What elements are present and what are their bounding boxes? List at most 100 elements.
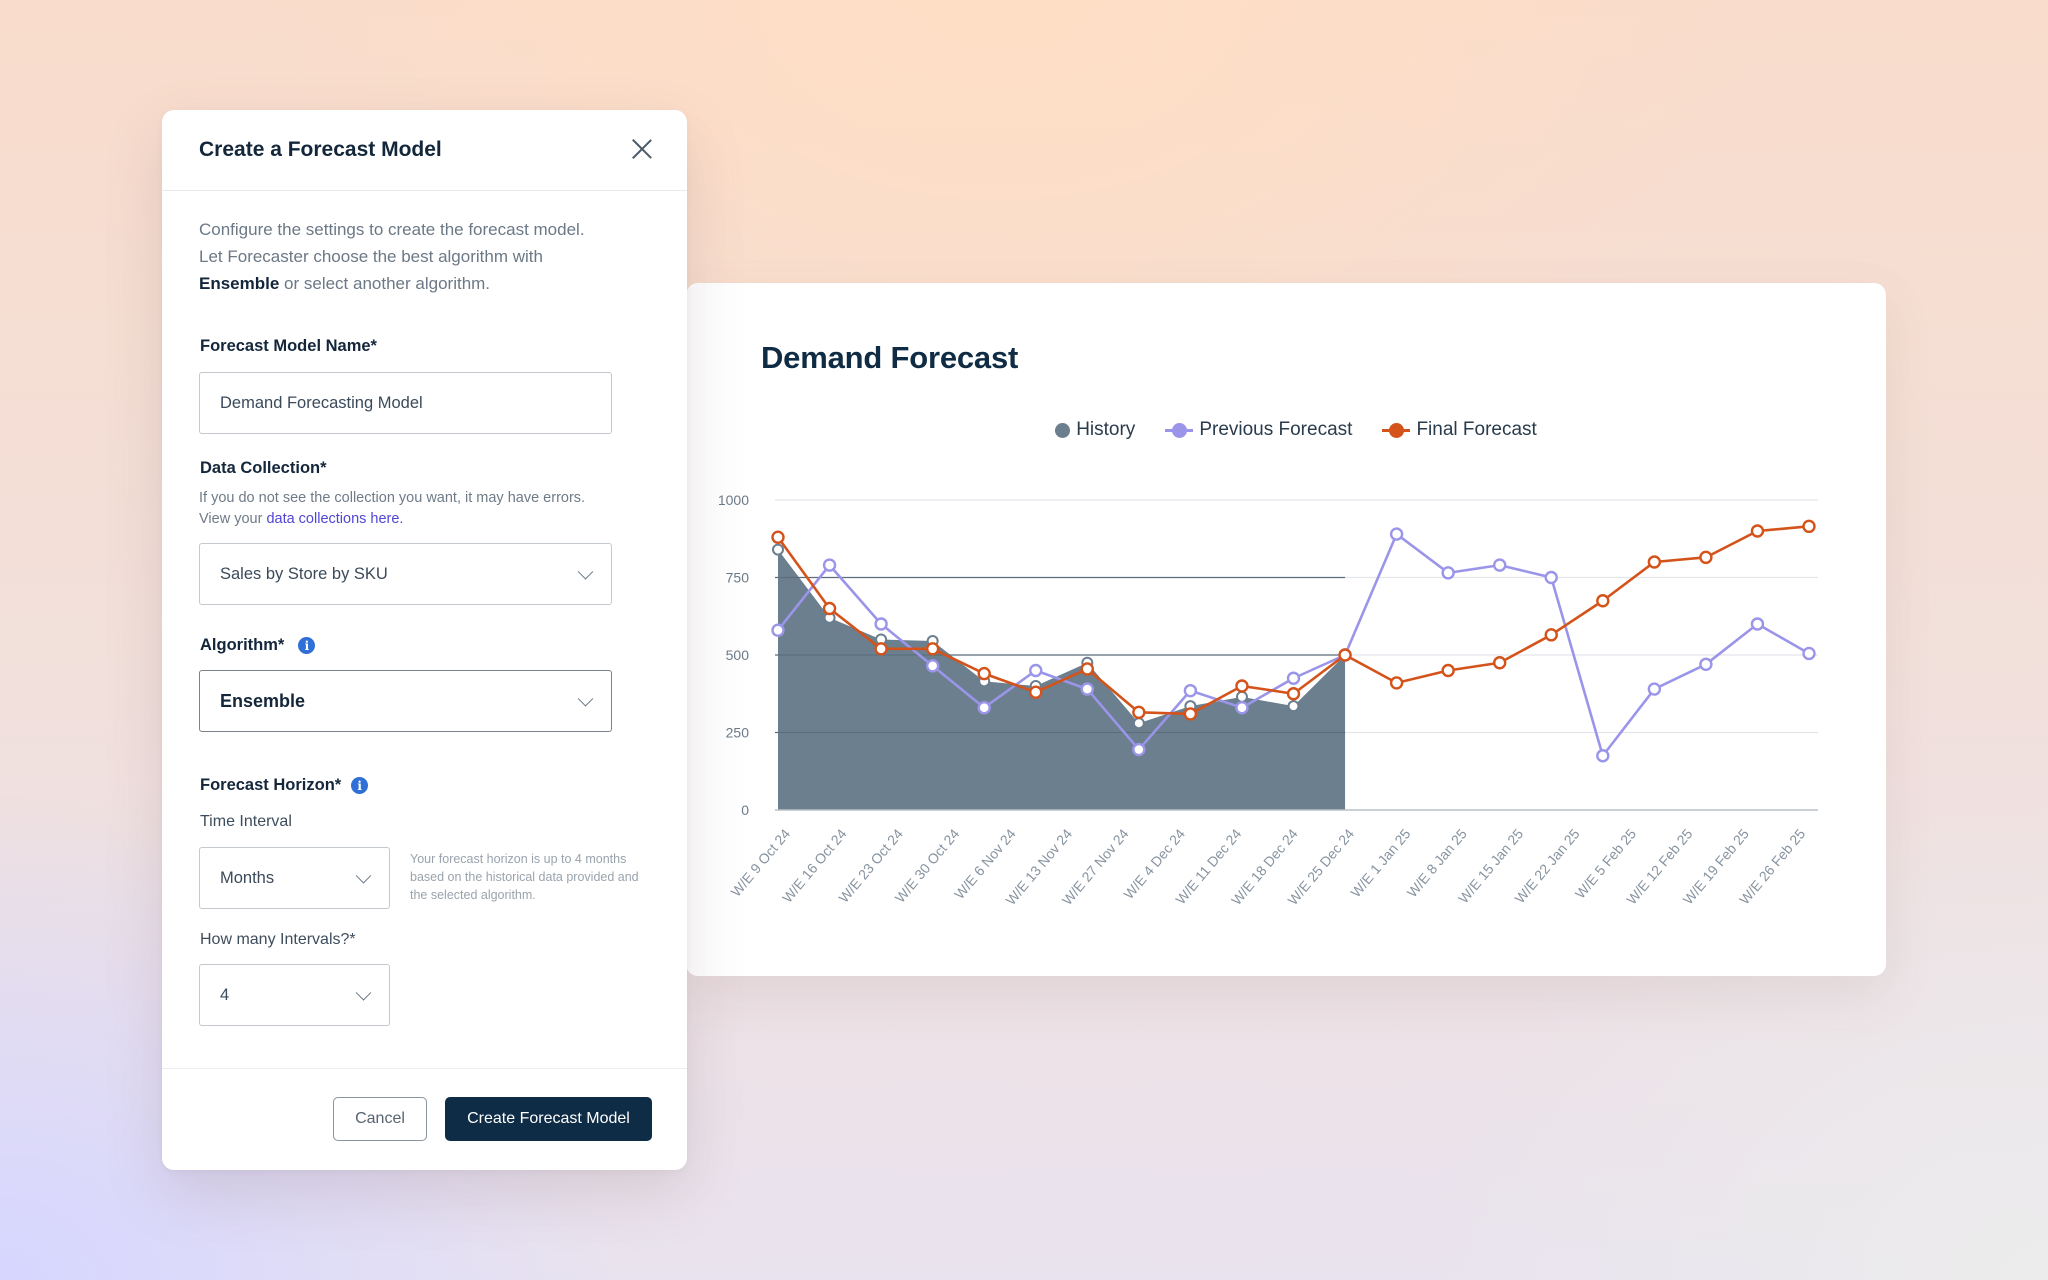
chevron-down-icon bbox=[577, 691, 594, 707]
create-forecast-model-dialog: Create a Forecast Model Configure the se… bbox=[162, 110, 687, 1170]
previous-forecast-point[interactable] bbox=[1029, 663, 1043, 678]
final-forecast-point[interactable] bbox=[1802, 519, 1816, 534]
previous-forecast-point[interactable] bbox=[1389, 527, 1404, 541]
dialog-description: Configure the settings to create the for… bbox=[199, 216, 649, 297]
previous-forecast-point[interactable] bbox=[874, 617, 888, 631]
data-collections-link[interactable]: data collections here. bbox=[266, 511, 404, 527]
legend-final-forecast-label: Final Forecast bbox=[1416, 419, 1537, 440]
model-name-label: Forecast Model Name* bbox=[200, 337, 377, 356]
final-forecast-point[interactable] bbox=[1544, 628, 1558, 642]
final-forecast-point[interactable] bbox=[874, 642, 888, 656]
y-tick-label: 500 bbox=[726, 647, 750, 663]
close-icon[interactable] bbox=[631, 138, 653, 160]
final-forecast-point[interactable] bbox=[771, 530, 785, 544]
time-interval-label: Time Interval bbox=[200, 813, 292, 830]
previous-forecast-point[interactable] bbox=[1802, 646, 1816, 661]
previous-forecast-line-icon bbox=[1165, 422, 1194, 438]
ensemble-emphasis: Ensemble bbox=[199, 274, 280, 293]
intervals-select[interactable]: 4 bbox=[199, 964, 390, 1026]
legend-previous-forecast[interactable]: Previous Forecast bbox=[1165, 419, 1352, 441]
final-forecast-point[interactable] bbox=[1493, 656, 1507, 670]
previous-forecast-point[interactable] bbox=[1493, 558, 1507, 572]
legend-final-forecast[interactable]: Final Forecast bbox=[1382, 419, 1537, 441]
final-forecast-point[interactable] bbox=[822, 601, 837, 616]
y-tick-label: 0 bbox=[741, 802, 749, 818]
algorithm-label-text: Algorithm* bbox=[200, 636, 285, 654]
forecast-horizon-label-text: Forecast Horizon* bbox=[200, 776, 342, 794]
final-forecast-point[interactable] bbox=[1338, 648, 1352, 662]
time-interval-select[interactable]: Months bbox=[199, 847, 390, 909]
final-forecast-point[interactable] bbox=[1235, 679, 1249, 693]
description-line-1: Configure the settings to create the for… bbox=[199, 220, 585, 239]
previous-forecast-point[interactable] bbox=[1699, 657, 1713, 671]
previous-forecast-point[interactable] bbox=[977, 701, 991, 715]
model-name-value: Demand Forecasting Model bbox=[220, 393, 423, 412]
chevron-down-icon bbox=[355, 868, 372, 884]
intervals-label: How many Intervals?* bbox=[200, 931, 356, 948]
previous-forecast-point[interactable] bbox=[925, 659, 940, 673]
y-tick-label: 750 bbox=[726, 570, 750, 586]
previous-forecast-point[interactable] bbox=[1750, 617, 1765, 631]
final-forecast-point[interactable] bbox=[1750, 524, 1765, 538]
data-collection-helper: If you do not see the collection you wan… bbox=[199, 488, 649, 530]
final-forecast-point[interactable] bbox=[1029, 685, 1043, 699]
forecast-horizon-note: Your forecast horizon is up to 4 months … bbox=[410, 852, 639, 902]
data-collection-label-text: Data Collection* bbox=[200, 459, 327, 477]
helper-prefix: View your bbox=[199, 511, 267, 527]
chevron-down-icon bbox=[355, 985, 372, 1001]
legend-history-label: History bbox=[1076, 419, 1136, 440]
final-forecast-point[interactable] bbox=[1647, 555, 1662, 569]
model-name-input[interactable]: Demand Forecasting Model bbox=[199, 372, 612, 434]
cancel-button[interactable]: Cancel bbox=[333, 1097, 427, 1141]
chart-title: Demand Forecast bbox=[761, 340, 1019, 375]
final-forecast-line-icon bbox=[1382, 422, 1411, 438]
data-collection-select[interactable]: Sales by Store by SKU bbox=[199, 543, 612, 605]
final-forecast-point[interactable] bbox=[1389, 676, 1404, 690]
final-forecast-point[interactable] bbox=[925, 642, 940, 656]
data-collection-helper-text: If you do not see the collection you wan… bbox=[199, 490, 586, 506]
previous-forecast-point[interactable] bbox=[822, 558, 837, 572]
demand-forecast-card: Demand Forecast History Previous Forecas… bbox=[686, 283, 1886, 976]
previous-forecast-point[interactable] bbox=[1235, 701, 1249, 715]
previous-forecast-point[interactable] bbox=[1132, 742, 1146, 757]
final-forecast-point[interactable] bbox=[1441, 663, 1455, 678]
final-forecast-point[interactable] bbox=[1596, 594, 1610, 608]
final-forecast-point[interactable] bbox=[1132, 705, 1146, 720]
dialog-footer: Cancel Create Forecast Model bbox=[162, 1068, 687, 1170]
previous-forecast-point[interactable] bbox=[771, 623, 785, 637]
previous-forecast-point[interactable] bbox=[1286, 671, 1301, 685]
history-point[interactable] bbox=[772, 543, 784, 556]
previous-forecast-point[interactable] bbox=[1596, 749, 1610, 763]
create-forecast-model-button[interactable]: Create Forecast Model bbox=[445, 1097, 652, 1141]
forecast-horizon-label: Forecast Horizon* i bbox=[200, 776, 369, 795]
y-tick-label: 1000 bbox=[718, 492, 749, 508]
final-forecast-point[interactable] bbox=[977, 666, 991, 681]
time-interval-value: Months bbox=[220, 868, 275, 887]
algorithm-label: Algorithm* i bbox=[200, 636, 316, 655]
history-point[interactable] bbox=[1132, 717, 1145, 730]
data-collection-value: Sales by Store by SKU bbox=[220, 564, 388, 583]
final-forecast-point[interactable] bbox=[1286, 687, 1301, 701]
legend-previous-forecast-label: Previous Forecast bbox=[1199, 419, 1353, 440]
previous-forecast-point[interactable] bbox=[1647, 682, 1662, 696]
algorithm-select[interactable]: Ensemble bbox=[199, 670, 612, 732]
final-forecast-point[interactable] bbox=[1080, 662, 1094, 676]
previous-forecast-point[interactable] bbox=[1080, 682, 1094, 696]
info-icon[interactable]: i bbox=[351, 777, 369, 794]
final-forecast-point[interactable] bbox=[1699, 550, 1713, 565]
previous-forecast-point[interactable] bbox=[1544, 570, 1558, 585]
history-point[interactable] bbox=[1287, 700, 1300, 713]
previous-forecast-point[interactable] bbox=[1441, 566, 1455, 580]
previous-forecast-point[interactable] bbox=[1183, 683, 1198, 698]
history-point[interactable] bbox=[1235, 690, 1248, 703]
final-forecast-point[interactable] bbox=[1183, 707, 1198, 721]
description-line-3-rest: or select another algorithm. bbox=[279, 274, 491, 293]
model-name-label-text: Forecast Model Name* bbox=[200, 337, 377, 355]
data-collection-label: Data Collection* bbox=[200, 459, 327, 478]
description-line-3: Ensemble or select another algorithm. bbox=[199, 270, 649, 297]
legend-history[interactable]: History bbox=[1055, 419, 1135, 441]
info-icon[interactable]: i bbox=[298, 637, 316, 654]
description-line-2: Let Forecaster choose the best algorithm… bbox=[199, 247, 543, 266]
data-collection-helper-link-line: View your data collections here. bbox=[199, 509, 649, 530]
dialog-title: Create a Forecast Model bbox=[199, 138, 442, 161]
